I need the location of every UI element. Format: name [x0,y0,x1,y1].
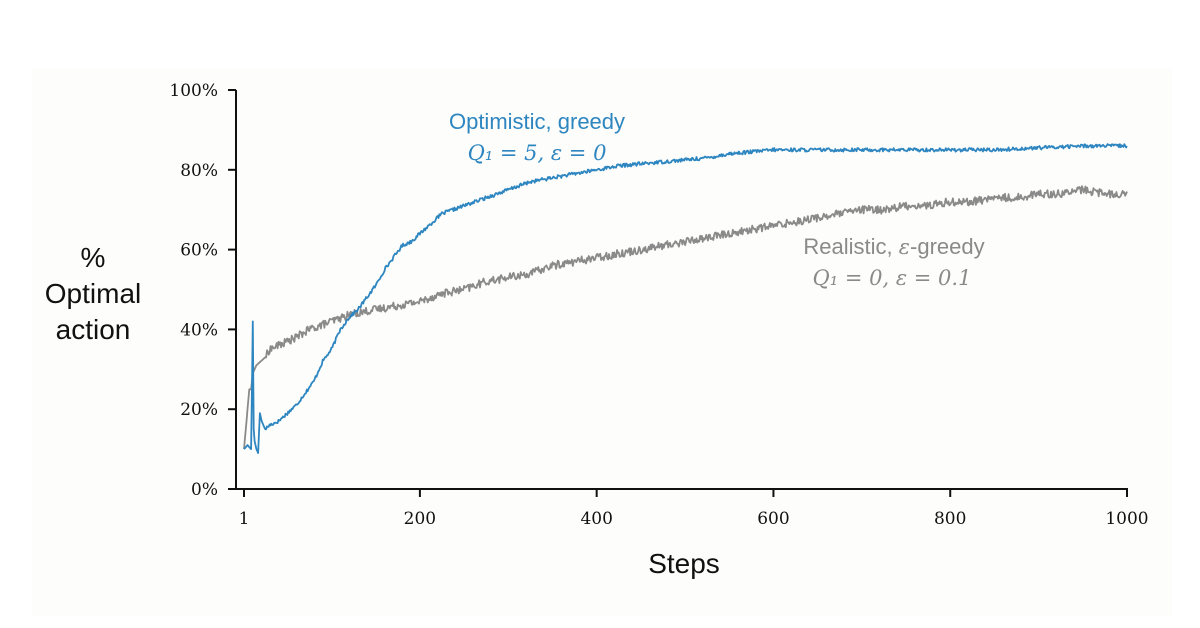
annotation-optimistic-title: Optimistic, greedy [449,109,625,134]
y-tick-label: 0% [191,480,218,500]
x-tick-label: 800 [934,509,966,529]
axes: 0% 20% 40% 60% 80% 100% 1 200 400 600 800 1000 [169,81,1148,529]
y-axis-title-line-1: % [81,242,106,273]
annotation-realistic-word: Realistic, [803,234,892,259]
annotation-realistic-suffix: -greedy [910,234,985,259]
x-tick-label: 200 [404,509,436,529]
chart-background [32,68,1172,616]
annotation-realistic-params: Q₁ = 0, ε = 0.1 [813,266,972,290]
y-axis-title-line-2: Optimal [45,278,141,309]
y-tick-label: 60% [180,241,218,261]
annotation-realistic-title: Realistic, ε-greedy [803,234,984,259]
labels: Steps % Optimal action Optimistic, greed… [45,109,985,579]
x-tick-label: 600 [757,509,789,529]
y-tick-label: 100% [169,81,218,101]
x-axis-title: Steps [648,548,720,579]
x-tick-label: 1000 [1105,509,1148,529]
series-line-optimistic-greedy [243,143,1128,454]
x-tick-label: 1 [239,509,250,529]
y-tick-label: 80% [180,161,218,181]
series-line-realistic-epsilon-greedy [243,185,1128,450]
series-layer [243,143,1128,454]
y-axis-title-line-3: action [56,314,131,345]
annotation-realistic-epsilon: ε [899,235,910,259]
annotation-optimistic-params: Q₁ = 5, ε = 0 [468,141,607,165]
y-tick-label: 40% [180,320,218,340]
y-tick-label: 20% [180,400,218,420]
x-tick-label: 400 [580,509,612,529]
